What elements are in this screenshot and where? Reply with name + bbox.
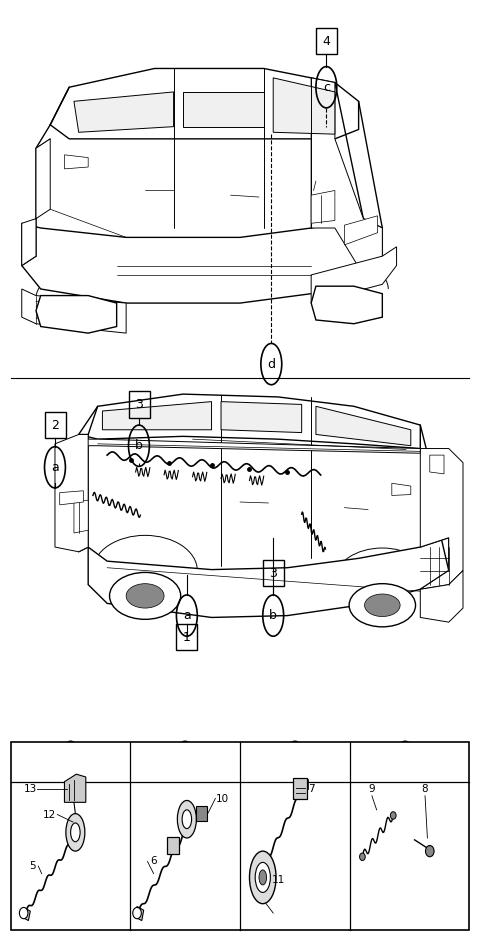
Ellipse shape xyxy=(349,583,416,627)
Text: 12: 12 xyxy=(43,810,56,819)
Polygon shape xyxy=(60,491,84,505)
Polygon shape xyxy=(64,155,88,169)
Polygon shape xyxy=(74,92,174,132)
Text: b: b xyxy=(135,439,143,452)
Text: c: c xyxy=(323,81,330,93)
Text: 13: 13 xyxy=(24,784,37,794)
Polygon shape xyxy=(36,295,117,333)
Ellipse shape xyxy=(66,305,92,324)
Text: d: d xyxy=(267,358,276,371)
Text: 10: 10 xyxy=(216,794,228,803)
Text: b: b xyxy=(269,609,277,622)
Ellipse shape xyxy=(425,846,434,857)
Bar xyxy=(45,412,66,438)
Polygon shape xyxy=(102,401,212,430)
Polygon shape xyxy=(392,483,411,496)
Text: 3: 3 xyxy=(269,566,277,580)
Text: a: a xyxy=(51,461,59,474)
Text: 11: 11 xyxy=(271,875,285,885)
Polygon shape xyxy=(64,774,86,802)
Text: c: c xyxy=(291,755,299,768)
Polygon shape xyxy=(22,907,30,920)
Circle shape xyxy=(71,823,80,842)
Text: a: a xyxy=(183,609,191,622)
Polygon shape xyxy=(420,448,463,589)
Ellipse shape xyxy=(133,907,141,919)
Ellipse shape xyxy=(337,296,361,313)
Polygon shape xyxy=(311,77,383,275)
Text: d: d xyxy=(401,755,409,768)
Polygon shape xyxy=(273,77,335,134)
Ellipse shape xyxy=(364,594,400,616)
Ellipse shape xyxy=(360,853,365,861)
Text: a: a xyxy=(67,755,74,768)
Text: 2: 2 xyxy=(51,418,59,431)
Polygon shape xyxy=(22,139,50,265)
Polygon shape xyxy=(74,500,88,533)
Polygon shape xyxy=(344,216,378,244)
Polygon shape xyxy=(135,906,144,920)
Text: 7: 7 xyxy=(308,784,315,794)
Polygon shape xyxy=(88,538,449,617)
Text: 9: 9 xyxy=(369,784,375,794)
Bar xyxy=(12,742,468,930)
Polygon shape xyxy=(79,439,420,453)
Bar xyxy=(176,624,197,650)
Ellipse shape xyxy=(109,572,180,619)
Bar xyxy=(293,778,307,799)
Circle shape xyxy=(259,870,266,885)
Polygon shape xyxy=(311,246,396,303)
Circle shape xyxy=(182,810,192,829)
Text: 5: 5 xyxy=(29,861,36,871)
Bar xyxy=(263,560,284,586)
Circle shape xyxy=(255,863,270,892)
Polygon shape xyxy=(316,406,411,446)
Polygon shape xyxy=(22,289,126,333)
Circle shape xyxy=(250,851,276,903)
Polygon shape xyxy=(420,570,463,622)
Bar xyxy=(167,837,179,854)
Circle shape xyxy=(178,801,196,838)
Text: 6: 6 xyxy=(150,856,157,867)
Circle shape xyxy=(66,814,85,851)
Polygon shape xyxy=(311,191,335,224)
Polygon shape xyxy=(55,434,88,551)
Bar xyxy=(196,806,207,821)
Text: 3: 3 xyxy=(135,398,143,411)
Bar xyxy=(129,392,150,417)
Text: 4: 4 xyxy=(323,35,331,48)
Polygon shape xyxy=(430,455,444,474)
Ellipse shape xyxy=(390,812,396,819)
Polygon shape xyxy=(183,92,264,126)
Bar xyxy=(316,28,337,55)
Polygon shape xyxy=(50,69,359,139)
Polygon shape xyxy=(79,394,420,448)
Polygon shape xyxy=(22,219,383,303)
Text: b: b xyxy=(181,755,189,768)
Text: 8: 8 xyxy=(422,784,428,794)
Polygon shape xyxy=(311,286,383,324)
Polygon shape xyxy=(221,401,301,432)
Ellipse shape xyxy=(19,907,28,919)
Text: 1: 1 xyxy=(183,631,191,644)
Ellipse shape xyxy=(126,583,164,608)
